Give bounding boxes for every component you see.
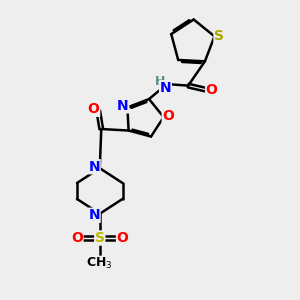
Text: CH$_3$: CH$_3$ <box>86 256 113 272</box>
Text: O: O <box>71 231 83 245</box>
Text: S: S <box>95 231 105 245</box>
Text: O: O <box>162 109 174 123</box>
Text: O: O <box>117 231 128 245</box>
Text: N: N <box>117 99 129 113</box>
Text: O: O <box>206 83 218 97</box>
Text: H: H <box>155 75 166 88</box>
Text: O: O <box>88 102 100 116</box>
Text: S: S <box>214 29 224 43</box>
Text: N: N <box>88 208 100 222</box>
Text: N: N <box>160 81 171 95</box>
Text: N: N <box>88 160 100 174</box>
